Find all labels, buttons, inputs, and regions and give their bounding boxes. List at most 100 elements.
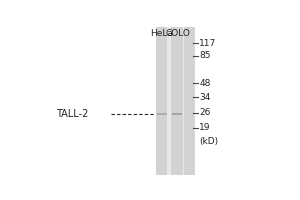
Bar (158, 114, 166, 115)
Text: 85: 85 (199, 51, 211, 60)
Bar (185, 112, 194, 113)
Bar (157, 69, 167, 70)
Bar (158, 135, 166, 136)
Bar (185, 114, 195, 115)
Bar (158, 101, 166, 102)
Bar (172, 45, 182, 46)
Bar (185, 107, 195, 108)
Bar (172, 43, 182, 44)
Bar (172, 140, 182, 141)
Bar (172, 73, 182, 74)
Text: (kD): (kD) (199, 137, 218, 146)
Bar (184, 105, 195, 106)
Text: 48: 48 (199, 79, 211, 88)
Bar (185, 159, 195, 160)
Bar (157, 131, 167, 132)
Bar (172, 170, 182, 171)
Bar (158, 54, 166, 55)
Bar (185, 73, 194, 74)
Bar (185, 165, 195, 166)
Bar (172, 105, 182, 106)
Bar (172, 75, 182, 76)
Bar (185, 84, 195, 85)
Bar (173, 71, 181, 72)
Bar (172, 77, 182, 78)
Bar (172, 148, 182, 149)
Bar (186, 146, 194, 147)
Bar (185, 92, 194, 93)
Bar (185, 99, 194, 100)
Bar (158, 39, 166, 40)
Bar (172, 157, 182, 158)
Bar (185, 148, 194, 149)
Text: 26: 26 (199, 108, 211, 117)
Bar (157, 45, 167, 46)
Bar (172, 146, 182, 147)
Bar (157, 56, 167, 57)
Bar (173, 116, 181, 117)
Bar (156, 112, 167, 113)
Bar (158, 58, 166, 59)
Bar (173, 161, 181, 162)
Bar (185, 64, 194, 65)
Bar (157, 73, 167, 74)
Bar (157, 150, 167, 151)
Bar (186, 30, 194, 31)
Bar (157, 122, 167, 123)
Bar (157, 161, 167, 162)
Text: 19: 19 (199, 123, 211, 132)
Bar (185, 60, 195, 61)
Bar (185, 133, 194, 134)
Bar (185, 135, 195, 136)
Bar (171, 41, 183, 42)
Bar (186, 131, 194, 132)
Bar (172, 99, 182, 100)
Bar (185, 97, 194, 98)
Bar (185, 127, 194, 128)
Bar (157, 32, 167, 33)
Bar (185, 56, 194, 57)
Bar (184, 116, 195, 117)
Bar (185, 174, 195, 175)
Text: 34: 34 (199, 93, 211, 102)
Bar (172, 62, 182, 63)
Bar (185, 45, 195, 46)
Bar (186, 142, 194, 143)
Bar (157, 86, 167, 87)
Bar (157, 34, 167, 35)
Bar (184, 122, 195, 123)
Bar (172, 174, 182, 175)
Bar (173, 47, 181, 48)
Bar (172, 172, 182, 173)
Bar (157, 144, 167, 145)
Bar (184, 41, 195, 42)
Bar (172, 69, 182, 70)
Bar (184, 67, 195, 68)
Bar (156, 28, 167, 29)
Bar (157, 142, 167, 143)
Bar (158, 30, 166, 31)
Bar (185, 129, 194, 130)
Bar (185, 157, 194, 158)
Bar (172, 125, 182, 126)
Bar (173, 118, 181, 119)
Bar (185, 69, 194, 70)
Bar (173, 101, 181, 102)
Bar (186, 39, 194, 40)
Text: TALL-2: TALL-2 (56, 109, 89, 119)
Bar (186, 28, 194, 29)
Bar (172, 92, 182, 93)
Bar (185, 118, 194, 119)
Bar (185, 155, 194, 156)
Bar (156, 155, 167, 156)
Bar (186, 86, 194, 87)
Bar (185, 32, 195, 33)
Bar (173, 107, 181, 108)
Bar (157, 84, 167, 85)
Bar (184, 163, 195, 164)
Bar (157, 127, 167, 128)
Bar (156, 90, 167, 91)
Bar (157, 120, 167, 121)
Bar (156, 27, 167, 175)
Bar (184, 71, 195, 72)
